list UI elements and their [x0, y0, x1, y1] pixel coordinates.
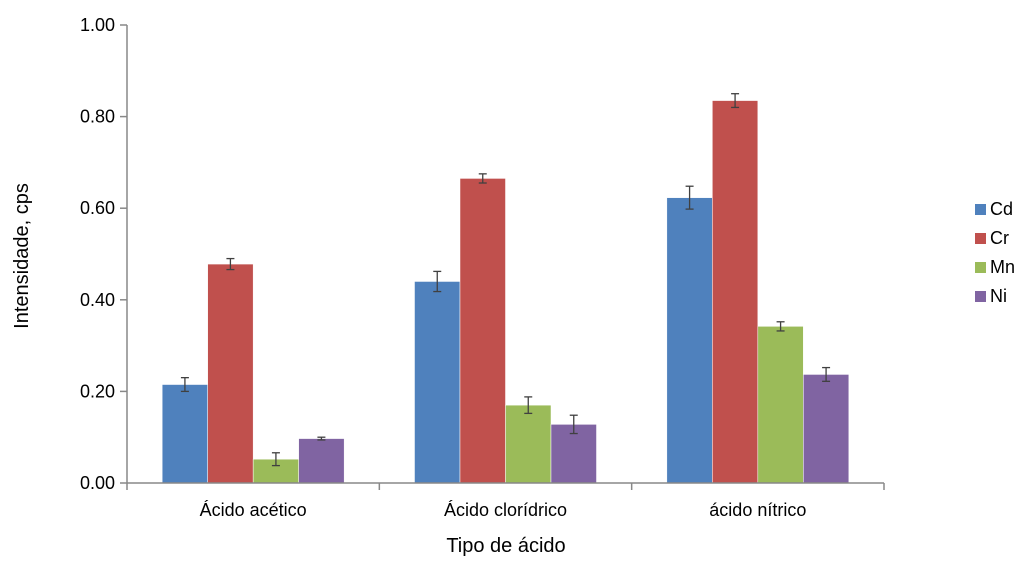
- bar-mn-2: [757, 326, 804, 484]
- bar-ni-2: [803, 374, 850, 484]
- bar-mn-1: [505, 404, 552, 484]
- legend-label: Cd: [990, 199, 1013, 219]
- x-tick-label: Ácido clorídrico: [444, 500, 567, 520]
- bar-cd-2: [666, 197, 713, 484]
- bar-ni-0: [298, 438, 345, 484]
- y-tick-label: 0.00: [80, 473, 115, 493]
- error-bar-cr-1: [478, 173, 487, 184]
- legend-label: Ni: [990, 286, 1007, 306]
- bar-cr-2: [712, 100, 759, 484]
- error-bars-layer: [180, 93, 831, 467]
- error-bar-mn-1: [524, 396, 533, 415]
- x-tick-label: ácido nítrico: [709, 500, 806, 520]
- legend-item-cd: Cd: [975, 199, 1013, 219]
- y-tick-label: 0.20: [80, 381, 115, 401]
- legend-swatch: [975, 262, 986, 273]
- y-tick-label: 1.00: [80, 15, 115, 35]
- legend: Cd Cr Mn Ni: [975, 199, 1015, 306]
- legend-swatch: [975, 204, 986, 215]
- legend-swatch: [975, 233, 986, 244]
- y-tick-label: 0.60: [80, 198, 115, 218]
- x-axis-ticks: Ácido acético Ácido clorídrico ácido nítri…: [126, 483, 885, 520]
- legend-label: Mn: [990, 257, 1015, 277]
- bar-cd-1: [414, 281, 461, 484]
- error-bar-mn-2: [776, 321, 785, 332]
- bar-cd-0: [161, 384, 208, 484]
- legend-item-mn: Mn: [975, 257, 1015, 277]
- legend-label: Cr: [990, 228, 1009, 248]
- bar-cr-0: [207, 263, 254, 484]
- legend-item-ni: Ni: [975, 286, 1007, 306]
- legend-item-cr: Cr: [975, 228, 1009, 248]
- error-bar-cd-2: [685, 185, 694, 210]
- x-axis-title: Tipo de ácido: [446, 535, 565, 557]
- bar-cr-1: [459, 178, 506, 484]
- error-bar-ni-1: [569, 414, 578, 435]
- error-bar-cd-1: [433, 270, 442, 293]
- error-bar-cd-0: [180, 377, 189, 393]
- y-axis-title: Intensidade, cps: [11, 183, 33, 329]
- bars-layer: [161, 100, 850, 484]
- y-tick-label: 0.40: [80, 290, 115, 310]
- error-bar-cr-0: [226, 257, 235, 271]
- y-axis-ticks: 0.00 0.20 0.40 0.60 0.80 1.00: [80, 15, 127, 493]
- y-tick-label: 0.80: [80, 107, 115, 127]
- error-bar-ni-2: [822, 366, 831, 382]
- error-bar-ni-0: [317, 436, 326, 441]
- x-tick-label: Ácido acético: [200, 500, 307, 520]
- error-bar-cr-2: [731, 93, 740, 109]
- error-bar-mn-0: [271, 452, 280, 467]
- legend-swatch: [975, 291, 986, 302]
